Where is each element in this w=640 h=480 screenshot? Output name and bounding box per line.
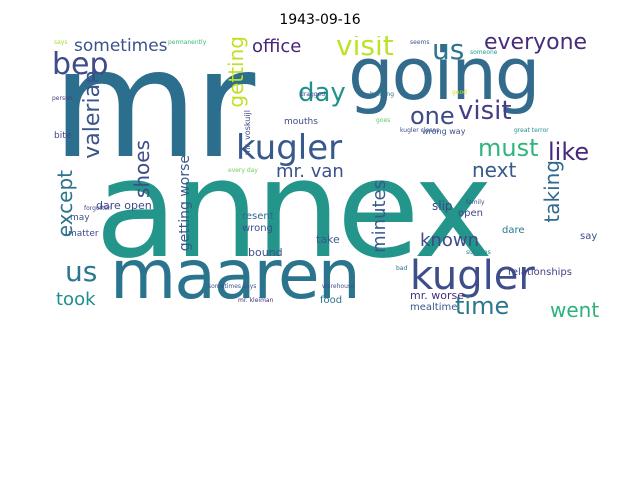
chart-title: 1943-09-16 [279,12,361,28]
word-12: one [410,102,455,130]
word-5: kugler [236,128,343,168]
word-47: taking [540,160,564,223]
word-29: resent [242,211,274,222]
word-25: relationships [508,267,572,278]
word-18: next [472,158,517,182]
word-45: getting worse [177,155,193,252]
word-61: forgotten [84,205,112,212]
word-48: mr. voskuijl [243,110,252,156]
word-23: known [420,230,479,251]
word-19: mr. van [276,161,344,182]
word-44: getting [224,36,248,108]
word-58: every day [228,167,258,174]
word-52: someone [470,49,498,56]
word-4: kugler [410,253,535,299]
word-26: slip [432,199,453,213]
word-7: visit [336,36,394,62]
word-56: good [452,89,467,96]
word-42: valerian [80,70,105,159]
word-15: sometimes [74,36,168,56]
word-16: must [478,134,539,162]
word-30: wrong [242,223,273,234]
word-36: dare [502,225,525,236]
word-13: day [298,78,346,108]
word-68: bad [396,265,408,272]
word-31: take [316,233,340,246]
word-41: shoes [130,140,154,199]
word-64: warehouse [322,283,355,290]
word-2: going [348,36,540,116]
word-0: mr [52,36,255,192]
word-39: may [70,213,90,223]
word-54: wrong way [422,127,466,136]
word-28: dare open [96,199,152,212]
word-38: matter [68,229,99,239]
word-6: bep [52,47,109,82]
word-33: food [320,295,343,306]
word-34: mealtime [410,302,458,313]
word-50: permanently [168,39,207,46]
word-10: us [65,255,98,288]
word-cloud: mr annex going maaren kugler kugler bep visit vi… [48,36,608,322]
word-17: like [548,138,590,166]
word-43: except [53,170,77,238]
word-67: goes [376,117,391,124]
word-3: maaren [110,236,361,315]
word-49: says [54,39,68,46]
word-53: building [370,91,395,98]
word-40: bite [54,131,72,141]
word-57: great terror [514,127,549,134]
word-66: supplies [466,249,491,256]
word-62: sometimes says [208,283,257,290]
word-24: mr. worse [410,289,464,302]
word-11: everyone [484,36,588,55]
word-46: minutes [369,180,390,253]
word-14: office [252,36,302,57]
word-8: visit [458,96,512,126]
word-63: mr. kleiman [238,297,274,304]
word-20: time [455,292,510,320]
word-51: seems [410,39,430,46]
word-55: kugler closes [400,127,440,134]
word-37: say [580,231,598,242]
word-35: mouths [284,117,318,127]
word-65: family [466,199,485,206]
word-60: person [52,95,73,102]
word-22: took [56,289,96,310]
word-1: annex [95,131,493,288]
word-32: bound [248,246,283,259]
word-27: open [458,208,483,219]
word-21: went [550,298,600,322]
word-59: dragged [300,91,326,98]
word-9: us [432,36,465,66]
